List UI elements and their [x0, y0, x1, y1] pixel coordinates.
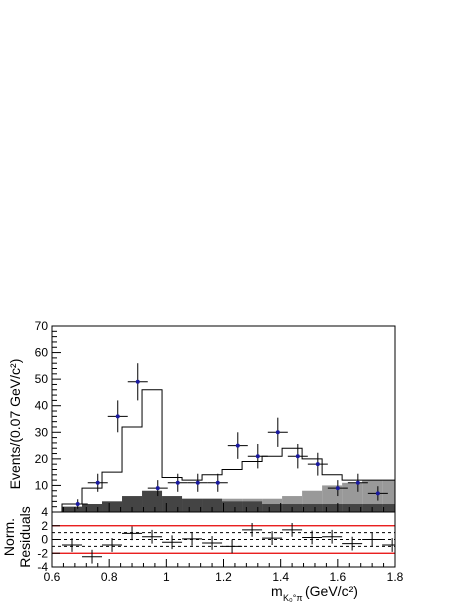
y-axis-title: Events/(0.07 GeV/c²) — [7, 359, 23, 490]
residuals-ylabel-line2: Residuals — [17, 506, 33, 567]
data-point-marker — [215, 480, 220, 485]
data-point-marker — [335, 486, 340, 491]
dark-fill-bin-4 — [142, 490, 163, 512]
data-point-7 — [207, 473, 228, 492]
data-point-9 — [247, 443, 268, 469]
residual-point-0 — [62, 538, 83, 552]
residual-point-6 — [182, 531, 203, 546]
data-point-10 — [267, 417, 288, 447]
residual-point-10 — [262, 531, 283, 545]
residuals-frame — [51, 511, 396, 568]
residual-point-4 — [142, 529, 163, 544]
residual-y-tick-label: -4 — [37, 560, 48, 574]
data-point-12 — [307, 452, 328, 476]
y-tick-label: 30 — [35, 425, 49, 439]
data-point-5 — [167, 473, 188, 492]
x-axis-title-unit: (GeV/c²) — [305, 583, 358, 599]
data-point-6 — [187, 473, 208, 492]
dark-fill-bin-16 — [382, 504, 395, 512]
residual-point-11 — [282, 523, 303, 537]
data-point-marker — [235, 443, 240, 448]
data-point-marker — [195, 480, 200, 485]
residual-y-tick-label: -2 — [37, 546, 48, 560]
data-point-14 — [347, 473, 368, 492]
residual-y-tick-label: 0 — [41, 533, 48, 547]
dark-fill-bin-8 — [222, 501, 243, 512]
y-tick-label: 50 — [35, 372, 49, 386]
dark-fill-bin-10 — [262, 504, 283, 512]
residual-point-1 — [82, 549, 103, 564]
data-point-marker — [375, 491, 380, 496]
data-point-3 — [127, 363, 148, 401]
total-fit-outline — [61, 389, 396, 512]
y-tick-label: 20 — [35, 452, 49, 466]
residuals-ylabel-line1: Norm. — [1, 518, 17, 556]
data-point-0 — [67, 499, 88, 509]
dark-fill-bin-0 — [62, 506, 83, 512]
data-point-11 — [287, 443, 308, 469]
x-tick-label: 1.8 — [387, 570, 404, 584]
y-tick-label: 40 — [35, 399, 49, 413]
dark-fill-bin-9 — [242, 501, 263, 512]
residual-point-14 — [342, 536, 363, 551]
y-tick-label: 70 — [35, 319, 49, 333]
data-point-marker — [115, 414, 120, 419]
x-axis-title-subscript: K₀°π — [283, 593, 303, 603]
residual-y-tick-label: 2 — [41, 519, 48, 533]
x-tick-label: 1.2 — [215, 570, 232, 584]
dark-fill-bin-5 — [162, 496, 183, 512]
dark-fill-bin-12 — [302, 504, 323, 512]
dark-fill-bin-14 — [342, 504, 363, 512]
residual-point-3 — [122, 526, 143, 541]
x-tick-label: 0.6 — [44, 570, 61, 584]
x-tick-label: 1 — [163, 570, 170, 584]
residual-point-2 — [102, 538, 123, 552]
data-point-15 — [367, 486, 388, 501]
residual-point-16 — [382, 538, 395, 552]
residual-point-13 — [322, 529, 343, 544]
dark-fill-bin-7 — [202, 498, 223, 512]
data-point-marker — [255, 454, 260, 459]
data-point-marker — [135, 379, 140, 384]
x-tick-label: 1.6 — [329, 570, 346, 584]
data-point-marker — [275, 430, 280, 435]
residual-point-9 — [242, 523, 263, 537]
data-point-8 — [227, 432, 248, 459]
data-point-4 — [147, 480, 168, 497]
dark-fill-bin-6 — [182, 498, 203, 512]
residual-point-7 — [202, 536, 223, 550]
dark-fill-bin-2 — [102, 501, 123, 512]
dark-fill-bin-1 — [82, 504, 103, 512]
residual-point-8 — [222, 539, 243, 554]
x-axis-title-symbol: m — [271, 583, 283, 599]
data-point-2 — [107, 400, 128, 433]
data-point-marker — [155, 486, 160, 491]
data-point-13 — [327, 480, 348, 497]
residual-point-5 — [162, 535, 183, 550]
data-point-marker — [175, 480, 180, 485]
y-tick-label: 60 — [35, 346, 49, 360]
x-tick-label: 1.4 — [272, 570, 289, 584]
main-panel: 10 20 30 40 50 60 70 — [35, 319, 396, 513]
residual-point-15 — [362, 532, 383, 547]
dark-fill-bin-13 — [322, 504, 343, 512]
data-point-marker — [295, 454, 300, 459]
data-point-marker — [355, 480, 360, 485]
data-point-marker — [315, 462, 320, 467]
data-point-1 — [87, 473, 108, 492]
dark-fill-bin-3 — [122, 496, 143, 512]
data-point-marker — [95, 480, 100, 485]
data-point-marker — [75, 502, 80, 507]
residual-y-tick-label: 4 — [41, 505, 48, 519]
x-tick-label: 0.8 — [101, 570, 118, 584]
x-axis-title: m K₀°π (GeV/c²) — [271, 583, 358, 603]
y-tick-label: 10 — [35, 478, 49, 492]
residual-point-12 — [302, 530, 323, 545]
